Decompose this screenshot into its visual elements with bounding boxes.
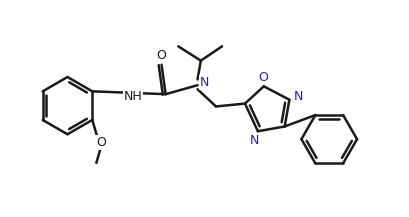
Text: N: N	[250, 134, 259, 147]
Text: N: N	[294, 90, 303, 103]
Text: O: O	[97, 136, 106, 149]
Text: O: O	[157, 49, 166, 62]
Text: N: N	[200, 76, 209, 89]
Text: NH: NH	[124, 90, 142, 103]
Text: O: O	[258, 71, 268, 84]
